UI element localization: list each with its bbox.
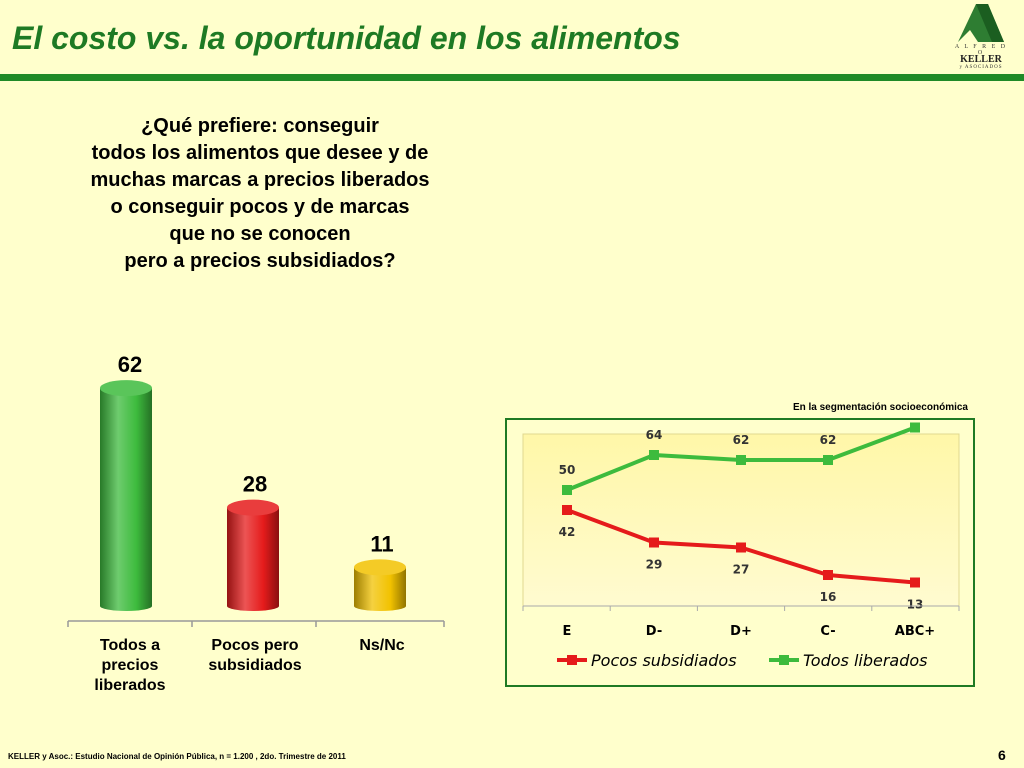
bar-category-label: Todos a [100,637,160,654]
x-tick-label: C- [820,624,835,639]
keller-mountain-logo-icon [958,4,1004,42]
bar [354,567,406,611]
question-line: que no se conocen [169,223,351,245]
bar-category-label: subsidiados [208,657,301,674]
bar-data-label: 28 [243,472,267,497]
data-point [736,542,746,553]
question-line: muchas marcas a precios liberados [90,169,430,191]
source-footnote: KELLER y Asoc.: Estudio Nacional de Opin… [8,752,346,761]
data-label: 42 [559,525,576,539]
title-underline [0,74,1024,81]
page-number: 6 [998,747,1006,763]
overall-bar-chart: 62 Todos a precios liberados 28 Pocos pero sub… [67,352,445,694]
bar-data-label: 11 [370,531,393,556]
logo-top-text: A L F R E D O [954,44,1008,56]
data-point [649,450,659,460]
legend-marker [779,655,789,665]
data-label: 64 [646,428,663,442]
bar-cap [100,380,152,397]
x-tick-label: D- [646,624,662,639]
bar-category-label: Ns/Nc [359,637,404,654]
data-label: 27 [733,563,750,577]
question-line: ¿Qué prefiere: conseguir [141,115,379,137]
bar [100,388,152,611]
data-label: 16 [820,590,837,604]
bar [227,507,279,611]
line-chart-frame: 50646262754229271613ED-D+C-ABC+Pocos sub… [505,418,975,687]
x-tick-label: D+ [730,624,752,639]
x-tick-label: ABC+ [895,624,935,639]
survey-question: ¿Qué prefiere: conseguir todos los alime… [40,113,480,275]
data-point [823,455,833,465]
data-point [910,422,920,433]
slide-title: El costo vs. la oportunidad en los alime… [12,20,681,56]
logo-bottom-text: y ASOCIADOS [959,65,1003,70]
data-label: 29 [646,558,663,572]
bar-category-label: liberados [94,677,165,694]
legend-label: Todos liberados [803,651,928,670]
data-point [910,577,920,588]
data-label: 13 [907,598,924,612]
data-point [736,455,746,465]
bar-data-label: 62 [118,352,142,377]
data-point [562,505,572,515]
data-label: 50 [559,463,576,477]
legend-marker [567,655,577,665]
segment-line-chart: 50646262754229271613ED-D+C-ABC+Pocos sub… [522,422,960,670]
x-tick-label: E [563,624,572,639]
bar-cap [354,559,406,576]
data-label: 62 [733,433,750,447]
company-logo: A L F R E D O KELLER y ASOCIADOS [950,4,1012,72]
bar-category-label: precios [102,657,159,674]
legend-label: Pocos subsidiados [591,651,737,670]
data-point [649,537,659,548]
data-label: 62 [820,433,837,447]
line-chart-caption: En la segmentación socioeconómica [792,402,968,413]
data-point [562,485,572,495]
question-line: todos los alimentos que desee y de [91,142,429,164]
question-line: pero a precios subsidiados? [124,250,396,272]
data-point [823,570,833,580]
bar-category-label: Pocos pero [211,637,298,654]
logo-name: KELLER [960,54,1002,65]
question-line: o conseguir pocos y de marcas [110,196,410,218]
bar-cap [227,499,279,516]
